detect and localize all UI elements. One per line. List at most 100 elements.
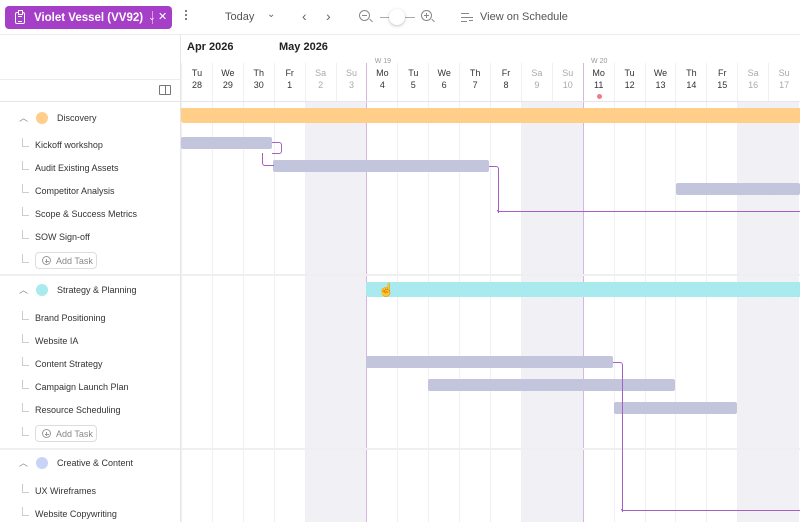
- day-number: 10: [562, 80, 573, 90]
- add-task-label: Add Task: [56, 428, 93, 439]
- group-row-discovery[interactable]: ︿ Discovery: [0, 106, 181, 129]
- day-column: [613, 102, 645, 522]
- task-row[interactable]: Brand Positioning: [0, 309, 181, 332]
- group-label: Discovery: [57, 112, 97, 123]
- day-header: Su 3: [335, 63, 367, 101]
- day-column: [675, 102, 706, 522]
- collapse-icon[interactable]: ︿: [19, 285, 29, 295]
- group-bar-strategy-planning[interactable]: [366, 282, 800, 297]
- task-list: ︿ Discovery Kickoff workshop Audit Exist…: [0, 102, 181, 522]
- task-row[interactable]: SOW Sign-off: [0, 228, 181, 251]
- day-name: Mo: [376, 68, 389, 78]
- task-bar-content-strategy[interactable]: [366, 356, 613, 368]
- zoom-slider-handle[interactable]: [389, 9, 405, 25]
- day-header: Su 10: [551, 63, 583, 101]
- day-column: [335, 102, 367, 522]
- chevron-down-icon[interactable]: ⌄: [267, 9, 276, 20]
- day-header: Tu 12: [613, 63, 645, 101]
- split-view-icon[interactable]: [159, 85, 171, 95]
- zoom-out-icon[interactable]: [359, 10, 370, 21]
- dependency-line: [489, 166, 499, 213]
- task-row[interactable]: Campaign Launch Plan: [0, 378, 181, 401]
- task-row[interactable]: Scope & Success Metrics: [0, 205, 181, 228]
- day-header: Th 14: [675, 63, 706, 101]
- clipboard-icon: [15, 9, 25, 24]
- today-marker-icon: [596, 94, 602, 99]
- task-row[interactable]: Content Strategy: [0, 355, 181, 378]
- view-on-schedule-label: View on Schedule: [480, 11, 568, 23]
- day-header: We 13: [644, 63, 676, 101]
- dependency-line: [621, 509, 800, 511]
- more-options-icon[interactable]: [185, 10, 188, 22]
- day-column: [242, 102, 274, 522]
- day-number: 11: [594, 80, 604, 90]
- group-bar-discovery[interactable]: [181, 108, 800, 123]
- group-row-strategy-planning[interactable]: ︿ Strategy & Planning: [0, 278, 181, 301]
- day-header: W 19 Mo 4: [366, 58, 397, 101]
- group-row-creative-content[interactable]: ︿ Creative & Content: [0, 451, 181, 474]
- task-row[interactable]: Kickoff workshop: [0, 136, 181, 159]
- task-bar-audit-existing-assets[interactable]: [273, 160, 489, 172]
- day-number: 16: [748, 80, 759, 90]
- day-header: Th 30: [242, 63, 274, 101]
- divider: [152, 11, 153, 24]
- day-name: We: [221, 68, 235, 78]
- plus-icon: [42, 256, 51, 265]
- task-row[interactable]: Resource Scheduling: [0, 401, 181, 424]
- project-selector[interactable]: Violet Vessel (VV92) ⌄ ✕: [5, 6, 172, 29]
- zoom-in-icon[interactable]: [421, 10, 432, 21]
- tree-connector: [22, 184, 29, 193]
- project-name: Violet Vessel (VV92): [34, 11, 144, 24]
- day-number: 6: [441, 80, 447, 90]
- tree-connector: [22, 403, 29, 412]
- day-column: [551, 102, 583, 522]
- day-name: Th: [686, 68, 697, 78]
- add-task-button[interactable]: Add Task: [35, 252, 97, 269]
- tree-connector: [22, 138, 29, 147]
- tree-connector: [22, 230, 29, 239]
- collapse-icon[interactable]: ︿: [19, 113, 29, 123]
- task-label: Resource Scheduling: [35, 405, 121, 415]
- month-label: Apr 2026: [187, 41, 234, 53]
- add-task-button[interactable]: Add Task: [35, 425, 97, 442]
- group-divider: [0, 448, 800, 450]
- task-bar-campaign-launch-plan[interactable]: [428, 379, 675, 391]
- day-column: [211, 102, 243, 522]
- task-label: Kickoff workshop: [35, 140, 103, 150]
- day-name: Sa: [747, 68, 759, 78]
- divider: [0, 79, 181, 80]
- day-header: Fr 8: [490, 63, 521, 101]
- task-row[interactable]: UX Wireframes: [0, 482, 181, 505]
- day-header: Sa 2: [304, 63, 336, 101]
- task-row[interactable]: Competitor Analysis: [0, 182, 181, 205]
- tree-connector: [22, 507, 29, 516]
- day-column: [459, 102, 490, 522]
- close-icon[interactable]: ✕: [158, 11, 168, 23]
- day-name: Mo: [592, 68, 605, 78]
- task-row[interactable]: Website IA: [0, 332, 181, 355]
- day-column: [273, 102, 305, 522]
- day-number: 13: [655, 80, 666, 90]
- day-column: [181, 102, 212, 522]
- task-bar-competitor-analysis[interactable]: [676, 183, 800, 195]
- day-header: Th 7: [459, 63, 490, 101]
- task-label: Competitor Analysis: [35, 186, 115, 196]
- task-bar-resource-scheduling[interactable]: [614, 402, 737, 414]
- today-button[interactable]: Today: [225, 11, 255, 23]
- day-name: Tu: [191, 68, 203, 78]
- day-name: Fr: [718, 68, 727, 78]
- day-name: Tu: [408, 68, 419, 78]
- gantt-grid: [181, 102, 800, 522]
- view-on-schedule-button[interactable]: View on Schedule: [461, 11, 568, 23]
- task-list-header: [0, 35, 181, 102]
- task-row[interactable]: Website Copywriting: [0, 505, 181, 528]
- day-number: 2: [318, 80, 324, 90]
- day-name: We: [437, 68, 451, 78]
- next-icon[interactable]: ›: [326, 8, 331, 24]
- prev-icon[interactable]: ‹: [302, 8, 307, 24]
- day-name: Tu: [624, 68, 635, 78]
- tree-connector: [22, 334, 29, 343]
- collapse-icon[interactable]: ︿: [19, 458, 29, 468]
- task-bar-kickoff-workshop[interactable]: [181, 137, 272, 149]
- task-row[interactable]: Audit Existing Assets: [0, 159, 181, 182]
